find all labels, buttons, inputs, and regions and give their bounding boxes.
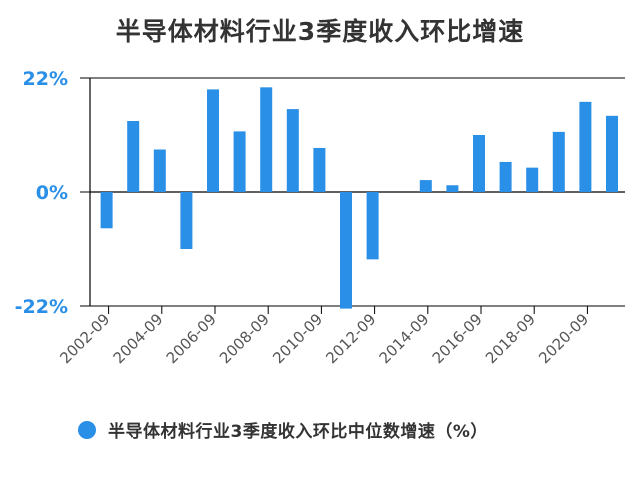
bar-2008-09 bbox=[260, 87, 273, 192]
x-tick-label: 2004-09 bbox=[110, 310, 167, 367]
bar-2003-09 bbox=[127, 121, 140, 192]
bar-2018-09 bbox=[526, 167, 539, 192]
bar-2020-09 bbox=[579, 101, 592, 192]
bars bbox=[100, 87, 618, 309]
bar-2007-09 bbox=[233, 131, 246, 192]
bar-2005-09 bbox=[180, 192, 193, 249]
y-tick-label: -22% bbox=[15, 296, 68, 318]
x-tick-label: 2010-09 bbox=[269, 310, 326, 367]
x-tick-label: 2002-09 bbox=[56, 310, 113, 367]
bar-2004-09 bbox=[153, 149, 166, 192]
bar-2016-09 bbox=[473, 135, 485, 192]
bar-2014-09 bbox=[419, 180, 432, 192]
x-tick-label: 2012-09 bbox=[322, 310, 379, 367]
x-tick-label: 2008-09 bbox=[216, 310, 273, 367]
y-tick-labels: 22% 0% -22% bbox=[15, 68, 68, 318]
bar-2017-09 bbox=[499, 161, 512, 192]
chart-title: 半导体材料行业3季度收入环比增速 bbox=[115, 17, 525, 46]
x-tick-label: 2018-09 bbox=[482, 310, 539, 367]
bar-2009-09 bbox=[286, 109, 299, 192]
bar-2012-09 bbox=[366, 192, 379, 260]
bar-2011-09 bbox=[340, 192, 352, 309]
x-tick-label: 2006-09 bbox=[163, 310, 220, 367]
y-tick-label: 22% bbox=[23, 68, 68, 90]
x-tick-labels: 2002-092004-092006-092008-092010-092012-… bbox=[56, 306, 592, 367]
legend-label: 半导体材料行业3季度收入环比中位数增速（%） bbox=[108, 422, 488, 442]
x-tick-label: 2016-09 bbox=[429, 310, 486, 367]
x-tick-label: 2014-09 bbox=[376, 310, 433, 367]
bar-2006-09 bbox=[207, 89, 219, 192]
bar-2010-09 bbox=[313, 147, 326, 192]
legend-swatch bbox=[78, 420, 96, 439]
x-tick-label: 2020-09 bbox=[535, 310, 592, 367]
bar-2002-09 bbox=[100, 192, 113, 229]
bar-2015-09 bbox=[446, 185, 459, 192]
y-tick-label: 0% bbox=[36, 182, 68, 204]
legend: 半导体材料行业3季度收入环比中位数增速（%） bbox=[78, 417, 488, 442]
bar-2021-09 bbox=[606, 115, 618, 192]
bar-2019-09 bbox=[552, 131, 565, 192]
